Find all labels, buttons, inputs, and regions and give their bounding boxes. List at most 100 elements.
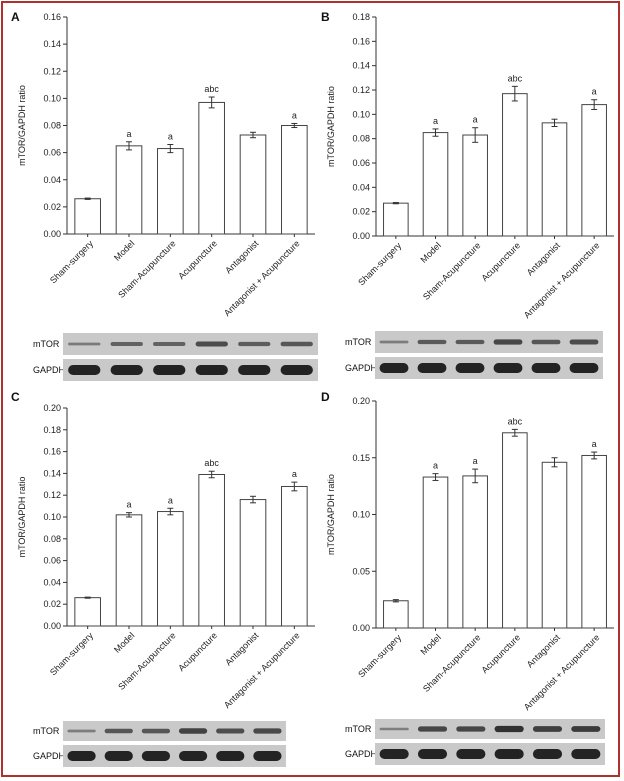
blot-band <box>455 363 485 373</box>
chart-panel-d: D 0.00 0.05 0.10 0.15 0.20 mTOR/GAPDH ratio Sha… <box>321 390 614 765</box>
blot-band <box>455 339 485 345</box>
category-label: Sham-surgery <box>356 240 403 287</box>
y-tick-label: 0.12 <box>43 66 61 76</box>
significance-label: a <box>126 129 131 139</box>
significance-label: a <box>473 115 478 125</box>
blot-band <box>68 342 101 346</box>
chart-panel-c: C 0.00 0.02 0.04 0.06 0.08 0.10 0.12 0.14 0.16 0.1… <box>11 390 315 767</box>
significance-label: abc <box>508 73 523 83</box>
blot-label: GAPDH <box>33 751 65 761</box>
blot-band <box>153 365 186 375</box>
y-tick-label: 0.02 <box>43 202 61 212</box>
blot-strip <box>375 357 603 379</box>
bar <box>198 101 225 235</box>
blot-band <box>493 339 523 345</box>
bar <box>462 475 488 629</box>
bar <box>541 122 568 237</box>
blot-band <box>379 340 409 344</box>
blot-band <box>417 339 447 345</box>
bar <box>115 145 143 235</box>
blot-band <box>216 751 245 761</box>
bar <box>502 432 528 629</box>
blot-band <box>571 726 601 732</box>
category-label: Model <box>419 240 443 264</box>
blot-band <box>153 342 186 346</box>
blot-band <box>531 363 561 373</box>
blot-strip <box>63 721 286 741</box>
bar <box>581 104 607 237</box>
blot-label: mTOR <box>33 726 60 736</box>
y-tick-label: 0.18 <box>43 425 61 435</box>
significance-label: a <box>473 456 478 466</box>
bar <box>281 125 308 235</box>
category-label: Antagonist + Acupuncture <box>522 632 602 712</box>
blot-band <box>379 727 409 731</box>
y-tick-label: 0.14 <box>43 39 61 49</box>
y-tick-label: 0.06 <box>43 148 61 158</box>
blot-label: mTOR <box>345 724 372 734</box>
blot-label: GAPDH <box>33 365 65 375</box>
significance-label: a <box>592 439 597 449</box>
blot-band <box>110 341 143 347</box>
y-tick-label: 0.15 <box>352 453 370 463</box>
y-tick-label: 0.16 <box>352 36 370 46</box>
significance-label: a <box>168 131 173 141</box>
chart-panel-b: B 0.00 0.02 0.04 0.06 0.08 0.10 0.12 0.14 0.16 0.1… <box>321 10 614 379</box>
bar <box>115 514 143 627</box>
y-tick-label: 0.10 <box>352 109 370 119</box>
blot-band <box>532 749 563 759</box>
blot-band <box>68 365 101 375</box>
y-tick-label: 0.04 <box>43 577 61 587</box>
blot-strip <box>375 719 605 739</box>
blot-band <box>141 751 171 761</box>
category-label: Acupuncture <box>176 238 219 281</box>
y-tick-label: 0.00 <box>43 229 61 239</box>
category-label: Antagonist + Acupuncture <box>222 630 302 710</box>
panel-letter: C <box>11 390 20 404</box>
y-tick-label: 0.10 <box>352 510 370 520</box>
y-tick-label: 0.18 <box>352 12 370 22</box>
category-label: Sham-surgery <box>48 238 95 285</box>
significance-label: abc <box>204 458 219 468</box>
panel-letter: D <box>321 390 330 404</box>
y-tick-label: 0.02 <box>352 207 370 217</box>
blot-band <box>67 729 96 733</box>
blot-band <box>195 365 228 375</box>
y-tick-label: 0.04 <box>43 175 61 185</box>
significance-label: abc <box>508 416 523 426</box>
figure-svg: A 0.00 0.02 0.04 0.06 0.08 0.10 0.12 0.14 0.16 mTO… <box>11 10 614 767</box>
category-label: Antagonist <box>525 240 562 277</box>
y-tick-label: 0.04 <box>352 182 370 192</box>
blot-band <box>216 728 245 734</box>
category-label: Sham-surgery <box>48 630 95 677</box>
blot-band <box>178 728 208 734</box>
blot-label: mTOR <box>33 339 60 349</box>
blot-band <box>417 749 448 759</box>
blot-band <box>417 363 447 373</box>
panel-letter: A <box>11 10 20 24</box>
blot-band <box>253 751 282 761</box>
blot-strip <box>63 359 318 381</box>
blot-band <box>532 726 563 732</box>
y-axis-label: mTOR/GAPDH ratio <box>17 85 27 166</box>
bar <box>157 511 184 627</box>
category-label: Antagonist <box>525 632 562 669</box>
blot-band <box>238 341 271 347</box>
blot-band <box>494 749 524 759</box>
bar <box>74 198 101 235</box>
blot-band <box>238 365 271 375</box>
y-tick-label: 0.02 <box>43 599 61 609</box>
y-axis-label: mTOR/GAPDH ratio <box>326 86 336 167</box>
bar <box>157 148 184 235</box>
category-label: Acupuncture <box>479 240 522 283</box>
category-label: Antagonist <box>223 630 260 667</box>
y-tick-label: 0.10 <box>43 93 61 103</box>
category-label: Model <box>112 630 136 654</box>
blot-band <box>379 363 409 373</box>
blot-strip <box>63 333 318 355</box>
y-tick-label: 0.20 <box>43 403 61 413</box>
chart-panel-a: A 0.00 0.02 0.04 0.06 0.08 0.10 0.12 0.14 0.16 mTO… <box>11 10 318 381</box>
significance-label: a <box>433 116 438 126</box>
y-tick-label: 0.08 <box>43 534 61 544</box>
